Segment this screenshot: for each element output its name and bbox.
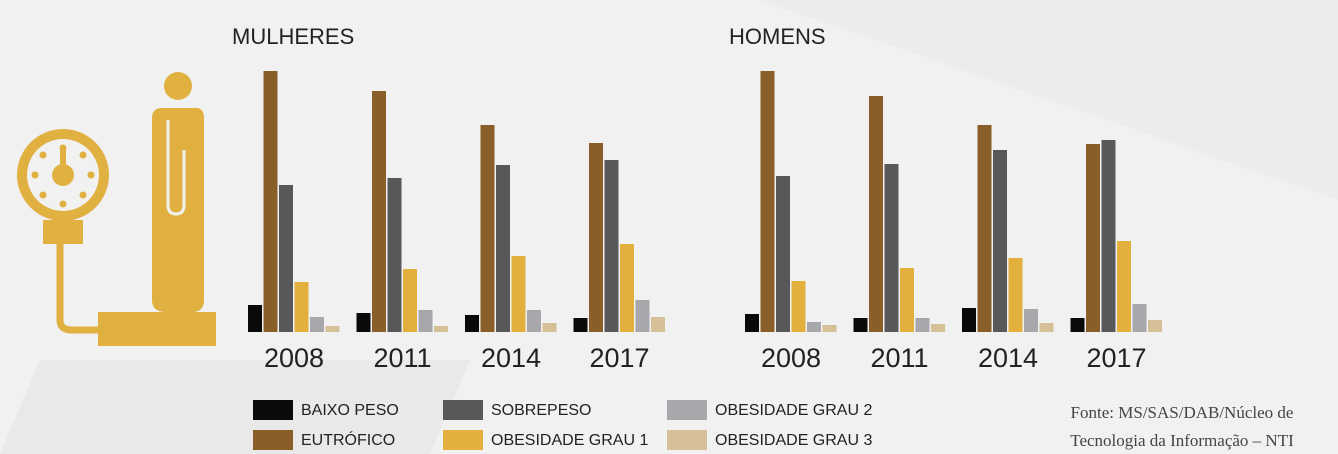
bar: [1132, 304, 1147, 332]
bar: [853, 318, 868, 332]
bar: [1117, 241, 1131, 332]
bar: [635, 300, 650, 332]
bar: [403, 269, 417, 332]
scale-icon: [17, 72, 216, 346]
legend-label: EUTRÓFICO: [301, 430, 395, 449]
x-tick-label: 2014: [978, 343, 1038, 373]
bar: [1148, 320, 1162, 332]
bar: [604, 160, 619, 332]
bar: [372, 91, 386, 332]
bar: [573, 318, 588, 332]
bar: [931, 324, 945, 332]
bar: [511, 256, 526, 332]
bar: [496, 165, 510, 332]
bar: [480, 125, 495, 332]
bar: [465, 315, 479, 332]
legend-label: SOBREPESO: [491, 402, 591, 419]
bar: [1008, 258, 1023, 332]
bar: [248, 305, 262, 332]
x-tick-label: 2011: [373, 343, 431, 373]
x-tick-label: 2017: [1086, 343, 1146, 373]
source: Tecnologia da Informação – NTI: [1070, 431, 1294, 450]
legend-swatch: [443, 430, 483, 450]
x-tick-label: 2008: [264, 343, 324, 373]
x-tick-label: 2008: [761, 343, 821, 373]
legend-swatch: [253, 400, 293, 420]
bar: [387, 178, 402, 332]
bar: [356, 313, 371, 332]
bar: [542, 323, 557, 332]
bar: [900, 268, 914, 332]
bar: [745, 314, 759, 332]
x-tick-label: 2017: [589, 343, 649, 373]
bar: [760, 71, 775, 332]
bar: [884, 164, 899, 332]
legend-swatch: [443, 400, 483, 420]
bar: [791, 281, 806, 332]
bar: [325, 326, 340, 332]
bar: [279, 185, 293, 332]
bar: [1024, 309, 1038, 332]
bar: [915, 318, 930, 332]
legend-swatch: [667, 400, 707, 420]
bar: [993, 150, 1007, 332]
bar: [776, 176, 790, 332]
bar: [310, 317, 324, 332]
background-shape: [0, 360, 470, 454]
legend-label: OBESIDADE GRAU 1: [491, 432, 648, 449]
bar: [434, 326, 448, 332]
bar: [807, 322, 821, 332]
bar: [1070, 318, 1085, 332]
panel-title: HOMENS: [729, 24, 826, 49]
bar: [1086, 144, 1100, 332]
legend-label: BAIXO PESO: [301, 402, 399, 419]
panel-title: MULHERES: [232, 24, 354, 49]
legend-swatch: [253, 430, 293, 450]
source: Fonte: MS/SAS/DAB/Núcleo de: [1071, 403, 1294, 422]
legend-swatch: [667, 430, 707, 450]
bar: [962, 308, 976, 332]
x-tick-label: 2011: [870, 343, 928, 373]
legend-label: OBESIDADE GRAU 3: [715, 432, 872, 449]
bar: [1101, 140, 1116, 332]
bar: [1039, 323, 1054, 332]
bar: [527, 310, 541, 332]
bar: [620, 244, 634, 332]
legend-label: OBESIDADE GRAU 2: [715, 402, 872, 419]
background-shape: [760, 0, 1338, 200]
bar: [651, 317, 665, 332]
bar: [589, 143, 603, 332]
x-tick-label: 2014: [481, 343, 541, 373]
bar: [822, 325, 837, 332]
bar: [294, 282, 309, 332]
bar: [418, 310, 433, 332]
bar: [977, 125, 992, 332]
bar: [869, 96, 883, 332]
bar: [263, 71, 278, 332]
